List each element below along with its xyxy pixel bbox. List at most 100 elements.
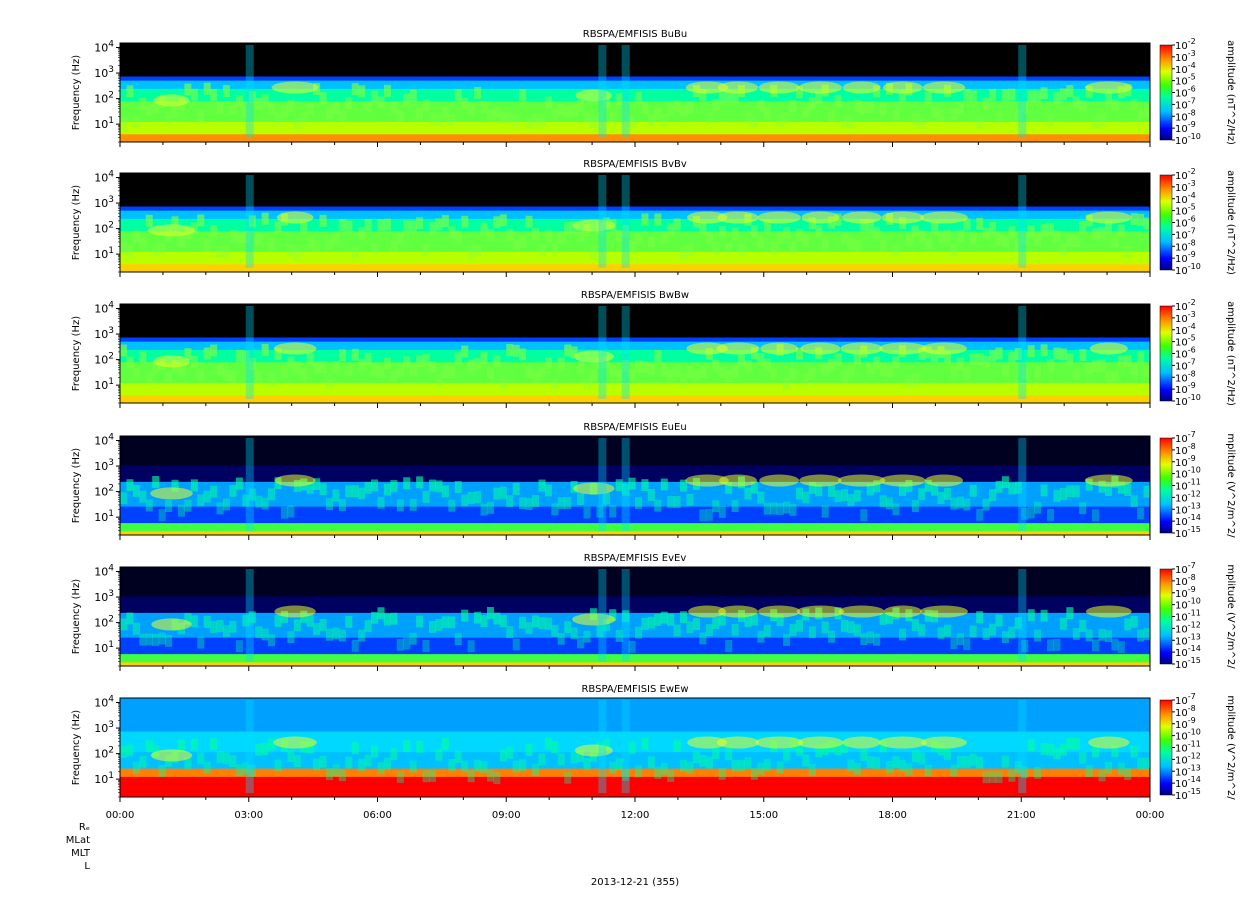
panel-title: RBSPA/EMFISIS EwEw <box>581 684 688 695</box>
time-axis-tick-label: 09:00 <box>492 810 521 821</box>
y-tick-label: 104 <box>94 563 114 578</box>
colorbar-tick-label: 10-7 <box>1175 561 1196 576</box>
colorbar: 10-210-310-410-510-610-710-810-910-10 amp… <box>1159 167 1236 277</box>
y-tick-label: 103 <box>94 65 114 80</box>
colorbar-tick-label: 10-15 <box>1175 656 1201 671</box>
panel-title: RBSPA/EMFISIS EvEv <box>584 553 687 564</box>
y-tick-label: 101 <box>94 116 114 131</box>
colorbar-tick-label: 10-2 <box>1175 298 1196 313</box>
y-tick-label: 103 <box>94 589 114 604</box>
y-tick-label: 102 <box>94 615 114 630</box>
spectrogram-image <box>120 43 1151 143</box>
colorbar-tick-label: 10-14 <box>1175 775 1201 790</box>
panel-title: RBSPA/EMFISIS BwBw <box>581 290 689 301</box>
y-tick-label: 101 <box>94 377 114 392</box>
y-tick-label: 103 <box>94 720 114 735</box>
colorbar-label: mplitude (V^2/m^2/ <box>1225 564 1236 669</box>
y-tick-label: 101 <box>94 640 114 655</box>
date-label: 2013-12-21 (355) <box>591 877 679 888</box>
time-axis-tick-label: 06:00 <box>363 810 392 821</box>
colorbar-tick-label: 10-15 <box>1175 525 1201 540</box>
time-axis-tick-label: 12:00 <box>621 810 650 821</box>
spectrogram-panel-1: RBSPA/EMFISIS BuBu Frequency (Hz) 104 103 10… <box>71 29 1236 147</box>
y-tick-label: 104 <box>94 169 114 184</box>
spectrogram-image <box>120 173 1151 273</box>
time-axis-tick-label: 00:00 <box>1136 810 1165 821</box>
colorbar-tick-label: 10-9 <box>1175 120 1196 135</box>
colorbar-tick-label: 10-7 <box>1175 430 1196 445</box>
spectrogram-image <box>120 436 1151 536</box>
y-tick-label: 101 <box>94 509 114 524</box>
colorbar-tick-label: 10-12 <box>1175 751 1201 766</box>
spectrogram-image <box>120 698 1151 798</box>
spectrogram-panel-3: RBSPA/EMFISIS BwBw Frequency (Hz) 104 103 10… <box>71 290 1236 408</box>
colorbar: 10-210-310-410-510-610-710-810-910-10 amp… <box>1159 37 1236 147</box>
colorbar-tick-label: 10-9 <box>1175 716 1196 731</box>
colorbar-tick-label: 10-10 <box>1175 393 1201 408</box>
panel-title: RBSPA/EMFISIS BvBv <box>583 159 687 170</box>
colorbar-tick-label: 10-3 <box>1175 179 1196 194</box>
colorbar-tick-label: 10-4 <box>1175 191 1196 206</box>
colorbar-tick-label: 10-6 <box>1175 215 1196 230</box>
colorbar-tick-label: 10-10 <box>1175 262 1201 277</box>
y-tick-label: 104 <box>94 39 114 54</box>
colorbar-label: amplitude (nT^2/Hz) <box>1225 40 1236 145</box>
y-tick-label: 101 <box>94 771 114 786</box>
colorbar-tick-label: 10-14 <box>1175 513 1201 528</box>
colorbar-tick-label: 10-10 <box>1175 466 1201 481</box>
y-axis-label: Frequency (Hz) <box>71 448 82 524</box>
y-tick-label: 104 <box>94 432 114 447</box>
colorbar-tick-label: 10-8 <box>1175 573 1196 588</box>
y-axis-label: Frequency (Hz) <box>71 55 82 131</box>
colorbar-tick-label: 10-8 <box>1175 704 1196 719</box>
y-axis-label: Frequency (Hz) <box>71 185 82 261</box>
colorbar-tick-label: 10-13 <box>1175 632 1201 647</box>
colorbar: 10-710-810-910-1010-1110-1210-1310-1410-… <box>1159 561 1236 671</box>
spectrogram-panel-4: RBSPA/EMFISIS EuEu Frequency (Hz) 104 103 10… <box>71 422 1236 540</box>
panel-title: RBSPA/EMFISIS EuEu <box>583 422 686 433</box>
colorbar-tick-label: 10-4 <box>1175 322 1196 337</box>
spectrogram-image <box>120 304 1151 404</box>
colorbar-tick-label: 10-2 <box>1175 167 1196 182</box>
y-tick-label: 103 <box>94 326 114 341</box>
colorbar-tick-label: 10-5 <box>1175 334 1196 349</box>
y-tick-label: 104 <box>94 694 114 709</box>
time-axis-tick-label: 03:00 <box>234 810 263 821</box>
colorbar-tick-label: 10-5 <box>1175 203 1196 218</box>
colorbar-tick-label: 10-2 <box>1175 37 1196 52</box>
colorbar-tick-label: 10-12 <box>1175 489 1201 504</box>
y-tick-label: 102 <box>94 221 114 236</box>
spectrogram-image <box>120 567 1151 667</box>
colorbar-tick-label: 10-11 <box>1175 478 1201 493</box>
colorbar-tick-label: 10-11 <box>1175 609 1201 624</box>
colorbar-label: amplitude (nT^2/Hz) <box>1225 301 1236 406</box>
colorbar-tick-label: 10-10 <box>1175 132 1201 147</box>
time-axis-tick-label: 15:00 <box>749 810 778 821</box>
colorbar-label: amplitude (nT^2/Hz) <box>1225 170 1236 275</box>
colorbar-tick-label: 10-6 <box>1175 346 1196 361</box>
panel-title: RBSPA/EMFISIS BuBu <box>583 29 687 40</box>
colorbar-tick-label: 10-10 <box>1175 597 1201 612</box>
colorbar-tick-label: 10-9 <box>1175 585 1196 600</box>
colorbar-tick-label: 10-14 <box>1175 644 1201 659</box>
y-tick-label: 102 <box>94 484 114 499</box>
y-tick-label: 102 <box>94 91 114 106</box>
colorbar: 10-710-810-910-1010-1110-1210-1310-1410-… <box>1159 430 1236 540</box>
spectrogram-panels: RBSPA/EMFISIS BuBu Frequency (Hz) 104 103 10… <box>71 29 1236 802</box>
colorbar-label: mplitude (V^2/m^2/ <box>1225 433 1236 538</box>
colorbar-tick-label: 10-9 <box>1175 250 1196 265</box>
colorbar-tick-label: 10-4 <box>1175 61 1196 76</box>
colorbar-tick-label: 10-7 <box>1175 96 1196 111</box>
colorbar-tick-label: 10-7 <box>1175 692 1196 707</box>
y-tick-label: 103 <box>94 195 114 210</box>
colorbar-tick-label: 10-7 <box>1175 226 1196 241</box>
colorbar-tick-label: 10-11 <box>1175 740 1201 755</box>
time-axis-tick-label: 21:00 <box>1007 810 1036 821</box>
colorbar-tick-label: 10-7 <box>1175 357 1196 372</box>
y-tick-label: 102 <box>94 352 114 367</box>
spectrogram-panel-5: RBSPA/EMFISIS EvEv Frequency (Hz) 104 103 10… <box>71 553 1236 671</box>
colorbar-tick-label: 10-13 <box>1175 501 1201 516</box>
orbit-label-l: L <box>84 861 90 872</box>
orbit-label-mlat: MLat <box>66 835 90 846</box>
footer: 00:00 03:00 06:00 09:00 12:00 15:00 18:0… <box>66 810 1165 888</box>
